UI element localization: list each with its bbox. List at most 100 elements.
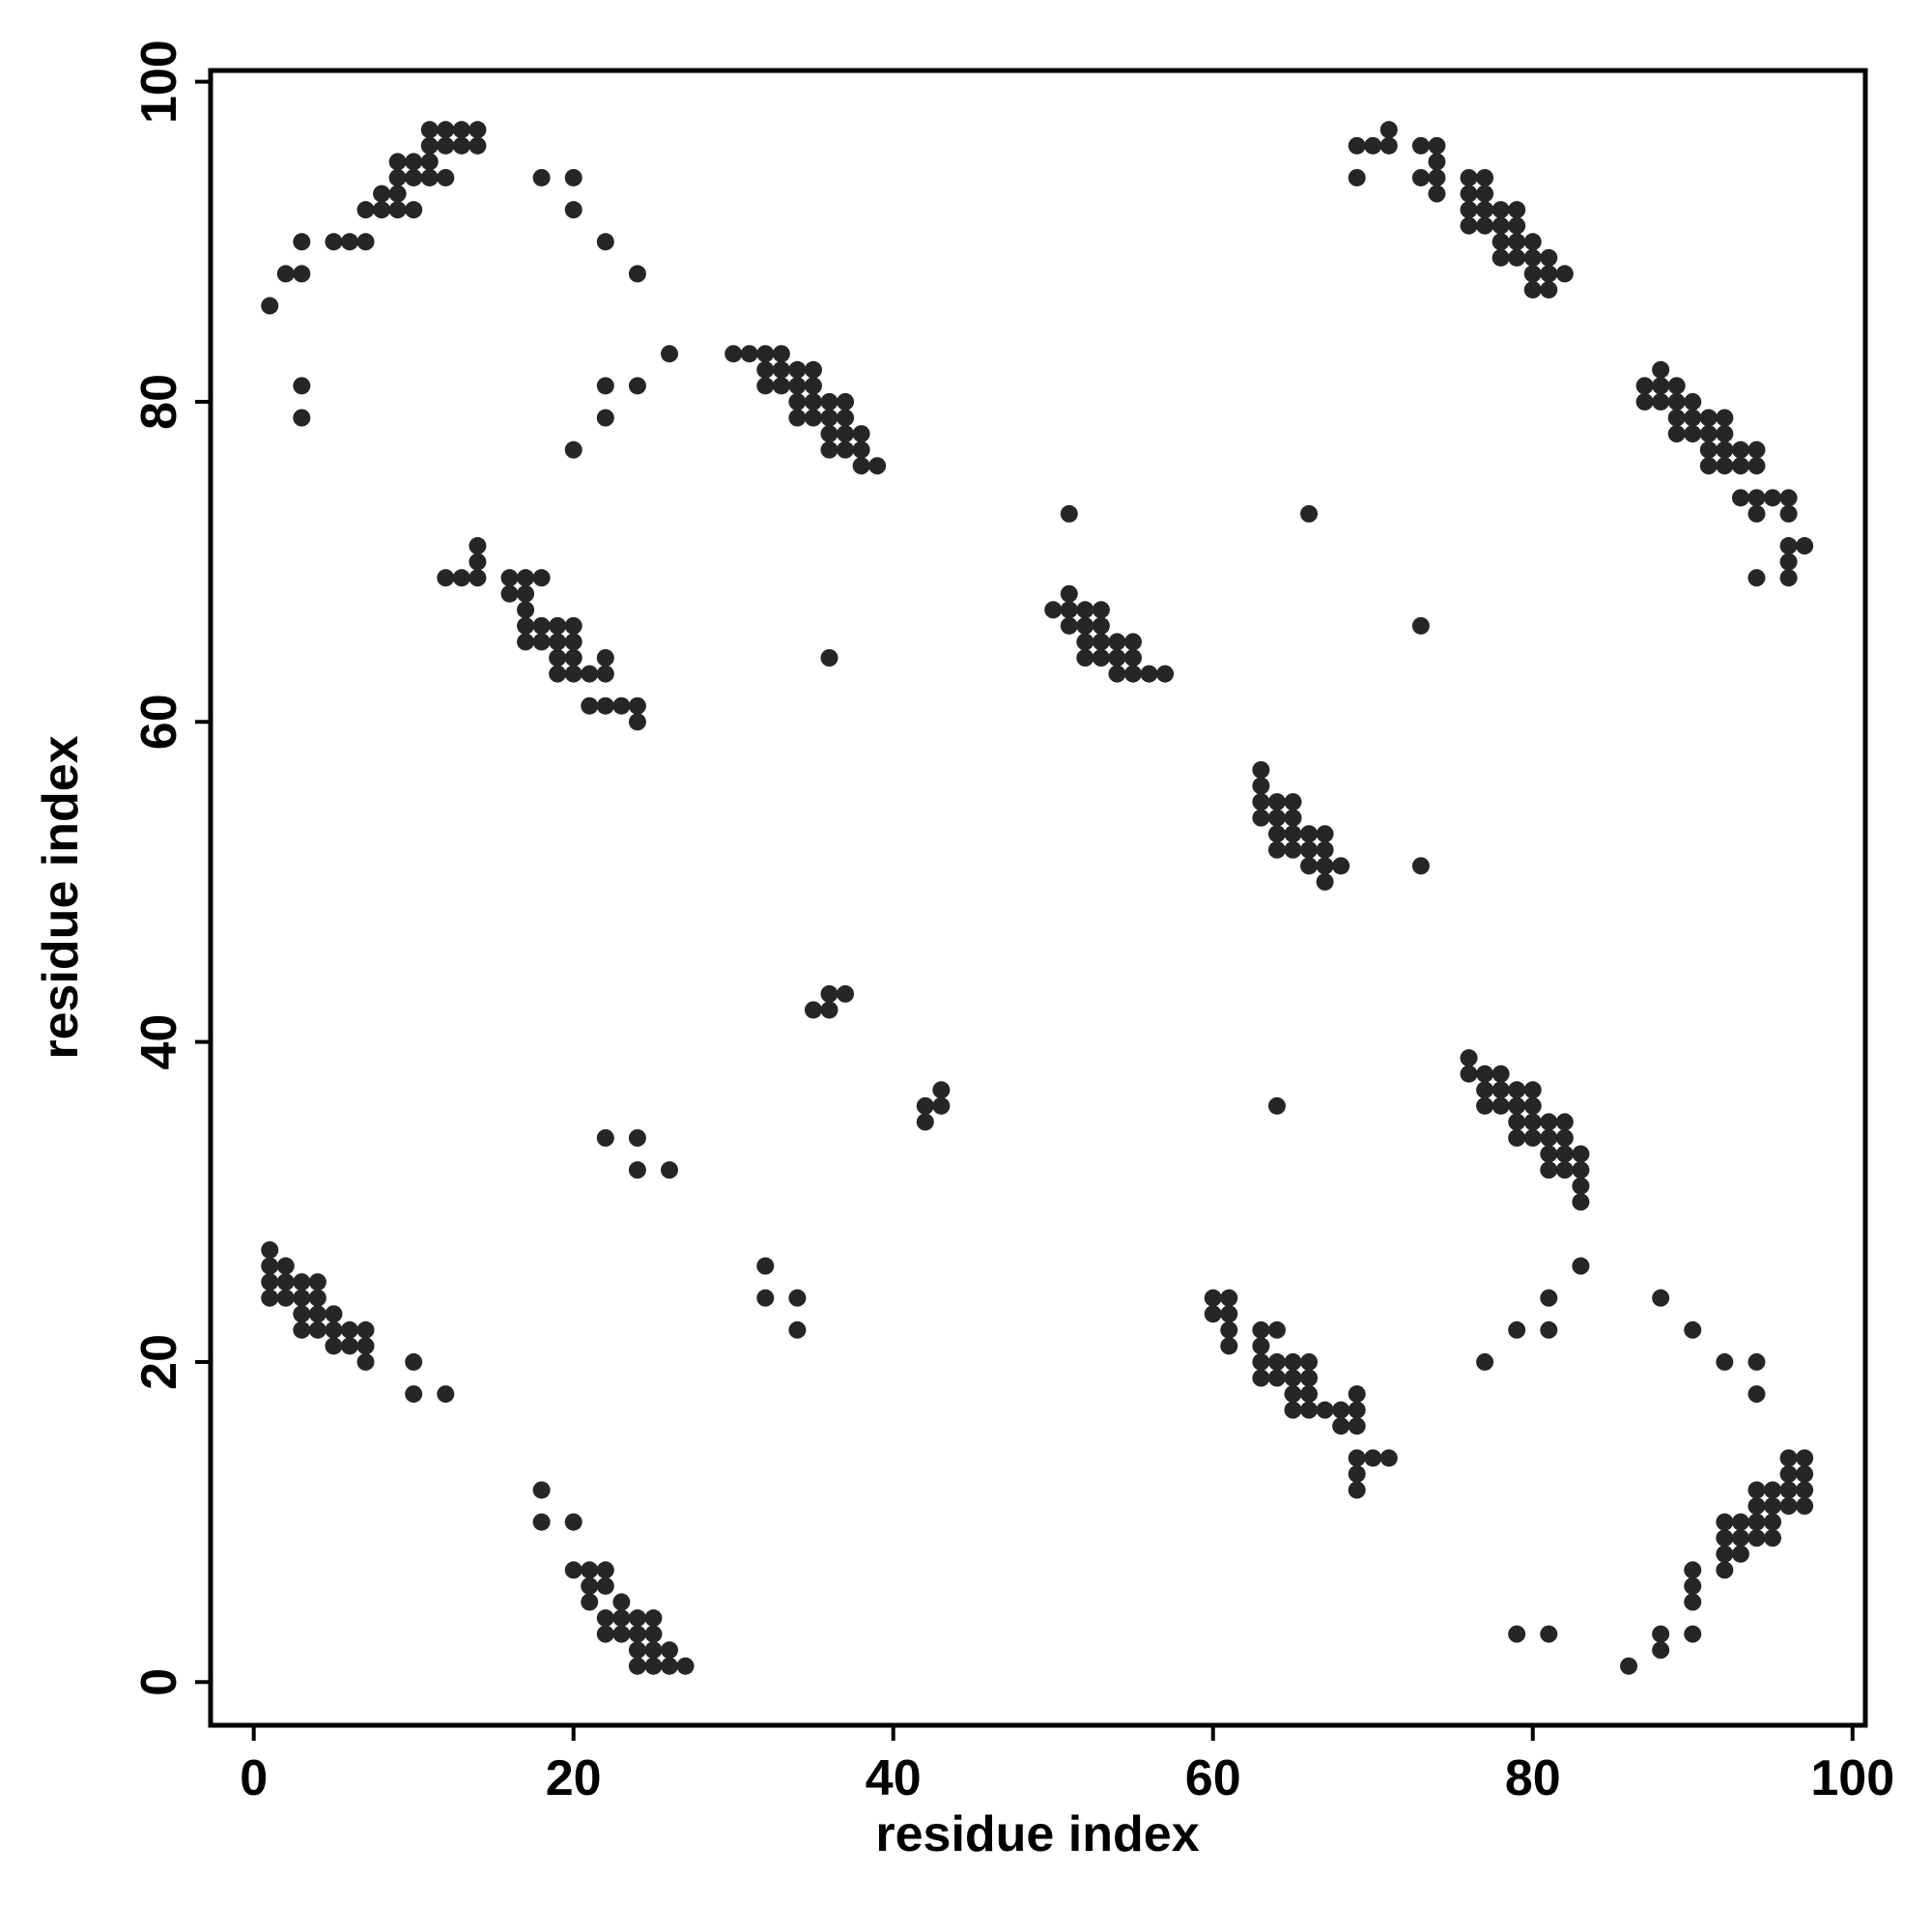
point	[1108, 648, 1126, 667]
point	[1747, 1385, 1766, 1404]
point	[1555, 1145, 1574, 1163]
point	[1764, 1481, 1782, 1499]
y-tick-label: 40	[131, 1014, 187, 1070]
point	[1460, 168, 1478, 186]
point	[261, 1289, 279, 1307]
point	[1348, 1385, 1366, 1404]
point	[293, 409, 311, 427]
point	[916, 1096, 934, 1115]
point	[1348, 136, 1366, 155]
point	[788, 377, 807, 395]
point	[1348, 1481, 1366, 1499]
x-axis-label: residue index	[875, 1806, 1199, 1862]
point	[276, 265, 295, 283]
point	[788, 392, 807, 411]
point	[1379, 136, 1398, 155]
point	[1092, 601, 1110, 619]
point	[1779, 504, 1798, 523]
point	[1796, 1497, 1814, 1516]
point	[756, 1257, 775, 1275]
point	[1652, 360, 1670, 379]
point	[628, 1641, 646, 1660]
point	[1508, 1113, 1526, 1131]
plot-area	[261, 121, 1814, 1675]
point	[1540, 1113, 1558, 1131]
point	[388, 168, 407, 186]
point	[1428, 136, 1446, 155]
point	[356, 1337, 375, 1355]
point	[804, 1001, 822, 1019]
point	[1267, 825, 1286, 843]
point	[276, 1289, 295, 1307]
point	[1252, 793, 1270, 811]
point	[1284, 1385, 1302, 1404]
point	[1476, 201, 1494, 219]
point	[1684, 425, 1702, 443]
point	[644, 1609, 663, 1628]
point	[1108, 665, 1126, 683]
point	[532, 1481, 551, 1499]
point	[1476, 216, 1494, 235]
point	[756, 360, 775, 379]
point	[293, 233, 311, 251]
point	[820, 409, 838, 427]
x-tick-label: 60	[1185, 1750, 1241, 1806]
point	[1796, 1481, 1814, 1499]
point	[1476, 168, 1494, 186]
point	[788, 1289, 807, 1307]
point	[1779, 1481, 1798, 1499]
point	[437, 136, 455, 155]
point	[564, 201, 582, 219]
point	[1220, 1289, 1238, 1307]
point	[820, 392, 838, 411]
point	[581, 696, 599, 715]
point	[1667, 425, 1686, 443]
point	[596, 665, 614, 683]
point	[1635, 392, 1654, 411]
plot-frame	[208, 68, 1868, 1728]
point	[1716, 1561, 1734, 1579]
point	[661, 1161, 679, 1179]
point	[1716, 457, 1734, 475]
point	[452, 569, 470, 587]
point	[1316, 857, 1334, 875]
point	[1635, 377, 1654, 395]
point	[1699, 457, 1718, 475]
point	[405, 201, 423, 219]
point	[564, 633, 582, 651]
point	[261, 1240, 279, 1259]
point	[596, 696, 614, 715]
point	[293, 1321, 311, 1339]
point	[1492, 216, 1510, 235]
point	[1652, 377, 1670, 395]
x-tick-label: 40	[866, 1750, 922, 1806]
point	[932, 1081, 951, 1099]
point	[1523, 233, 1542, 251]
point	[1508, 1321, 1526, 1339]
point	[581, 1561, 599, 1579]
point	[1508, 1129, 1526, 1148]
point	[1540, 265, 1558, 283]
point	[1220, 1305, 1238, 1323]
point	[1523, 1096, 1542, 1115]
point	[1316, 1401, 1334, 1419]
point	[628, 1625, 646, 1643]
point	[852, 440, 870, 459]
point	[612, 1593, 631, 1611]
y-tick-label: 60	[131, 694, 187, 750]
point	[1300, 825, 1319, 843]
point	[1428, 185, 1446, 203]
point	[1572, 1177, 1590, 1195]
point	[1779, 569, 1798, 587]
point	[1555, 1113, 1574, 1131]
point	[1747, 1481, 1766, 1499]
point	[1300, 504, 1319, 523]
point	[1540, 248, 1558, 267]
point	[1779, 489, 1798, 507]
point	[1044, 601, 1063, 619]
point	[724, 345, 743, 363]
point	[340, 1337, 358, 1355]
point	[1348, 1417, 1366, 1435]
point	[1252, 1337, 1270, 1355]
